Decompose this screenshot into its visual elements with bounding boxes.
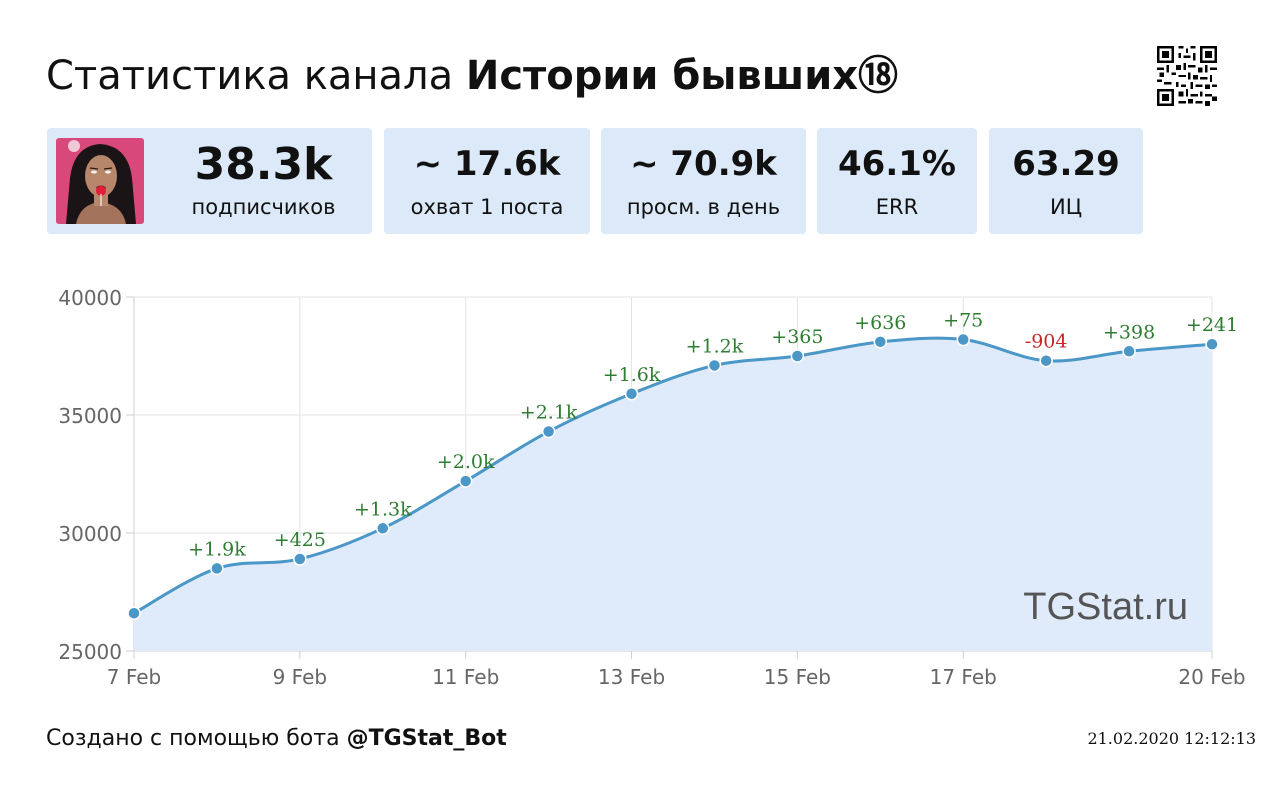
subscribers-label: подписчиков [191,195,336,219]
data-point [1205,337,1219,351]
channel-avatar [56,138,144,224]
ic-value: 63.29 [1012,144,1120,184]
data-label: +365 [771,326,823,348]
data-point [458,474,473,488]
data-label: +241 [1186,314,1238,336]
x-tick-label: 13 Feb [598,665,665,689]
data-point [541,424,556,439]
reach-label: охват 1 поста [410,195,564,219]
page-title: Статистика канала Истории бывших⑱ [46,50,898,102]
x-tick-label: 7 Feb [107,665,162,689]
series-area [134,338,1212,651]
channel-name: Истории бывших [465,53,859,99]
footer-timestamp: 21.02.2020 12:12:13 [1087,729,1256,748]
subscribers-chart: 25000 30000 35000 40000 7 Feb 9 Feb 11 Feb 13 F… [58,286,1245,689]
x-tick-label: 11 Feb [432,665,499,689]
data-point [624,387,639,401]
footer-bot-link[interactable]: @TGStat_Bot [346,726,507,751]
data-point [873,335,888,349]
y-tick-label: 35000 [58,404,122,428]
data-point [1039,353,1053,368]
data-label: +2.1k [520,402,578,424]
data-label: +1.9k [188,538,246,560]
data-point [707,358,722,373]
err-label: ERR [875,195,919,219]
x-tick-label: 9 Feb [273,665,328,689]
data-label: +1.3k [354,498,412,520]
footer-credit: Создано с помощью бота @TGStat_Bot [46,724,507,754]
views-card: ~ 70.9k просм. в день [601,128,806,234]
data-label: +636 [854,312,906,334]
avatar-icon [56,138,144,224]
subscribers-card: 38.3k подписчиков [47,128,372,234]
views-label: просм. в день [626,195,781,219]
data-label: +398 [1103,321,1155,343]
data-point [1122,344,1136,359]
data-label: +1.6k [603,364,661,386]
y-tick-label: 30000 [58,522,122,546]
reach-value: ~ 17.6k [413,144,561,184]
age-badge: ⑱ [858,53,899,99]
data-point [376,521,390,536]
err-card: 46.1% ERR [817,128,977,234]
views-value: ~ 70.9k [630,144,777,184]
y-tick-label: 40000 [58,286,122,310]
qr-code-icon [1157,46,1217,106]
data-point [956,332,970,347]
x-tick-label: 20 Feb [1178,665,1245,689]
footer-created-text: Создано с помощью бота [46,726,340,751]
data-label: -904 [1025,331,1068,353]
data-point [790,349,805,363]
data-label: +425 [274,529,326,551]
x-tick-label: 17 Feb [930,665,997,689]
ic-card: 63.29 ИЦ [989,128,1143,234]
series-line [133,336,1213,615]
data-label: +2.0k [437,451,495,473]
y-tick-label: 25000 [58,640,122,664]
ic-label: ИЦ [1049,195,1082,219]
data-label: +75 [943,309,983,331]
subscribers-value: 38.3k [194,139,333,190]
title-prefix: Статистика канала [46,53,454,99]
data-label: +1.2k [686,335,744,357]
data-point [293,552,307,566]
watermark-text: TGStat.ru [1023,586,1188,628]
err-value: 46.1% [838,144,956,184]
x-tick-label: 15 Feb [764,665,831,689]
data-point [210,561,224,576]
reach-card: ~ 17.6k охват 1 поста [384,128,590,234]
data-point [127,606,141,620]
